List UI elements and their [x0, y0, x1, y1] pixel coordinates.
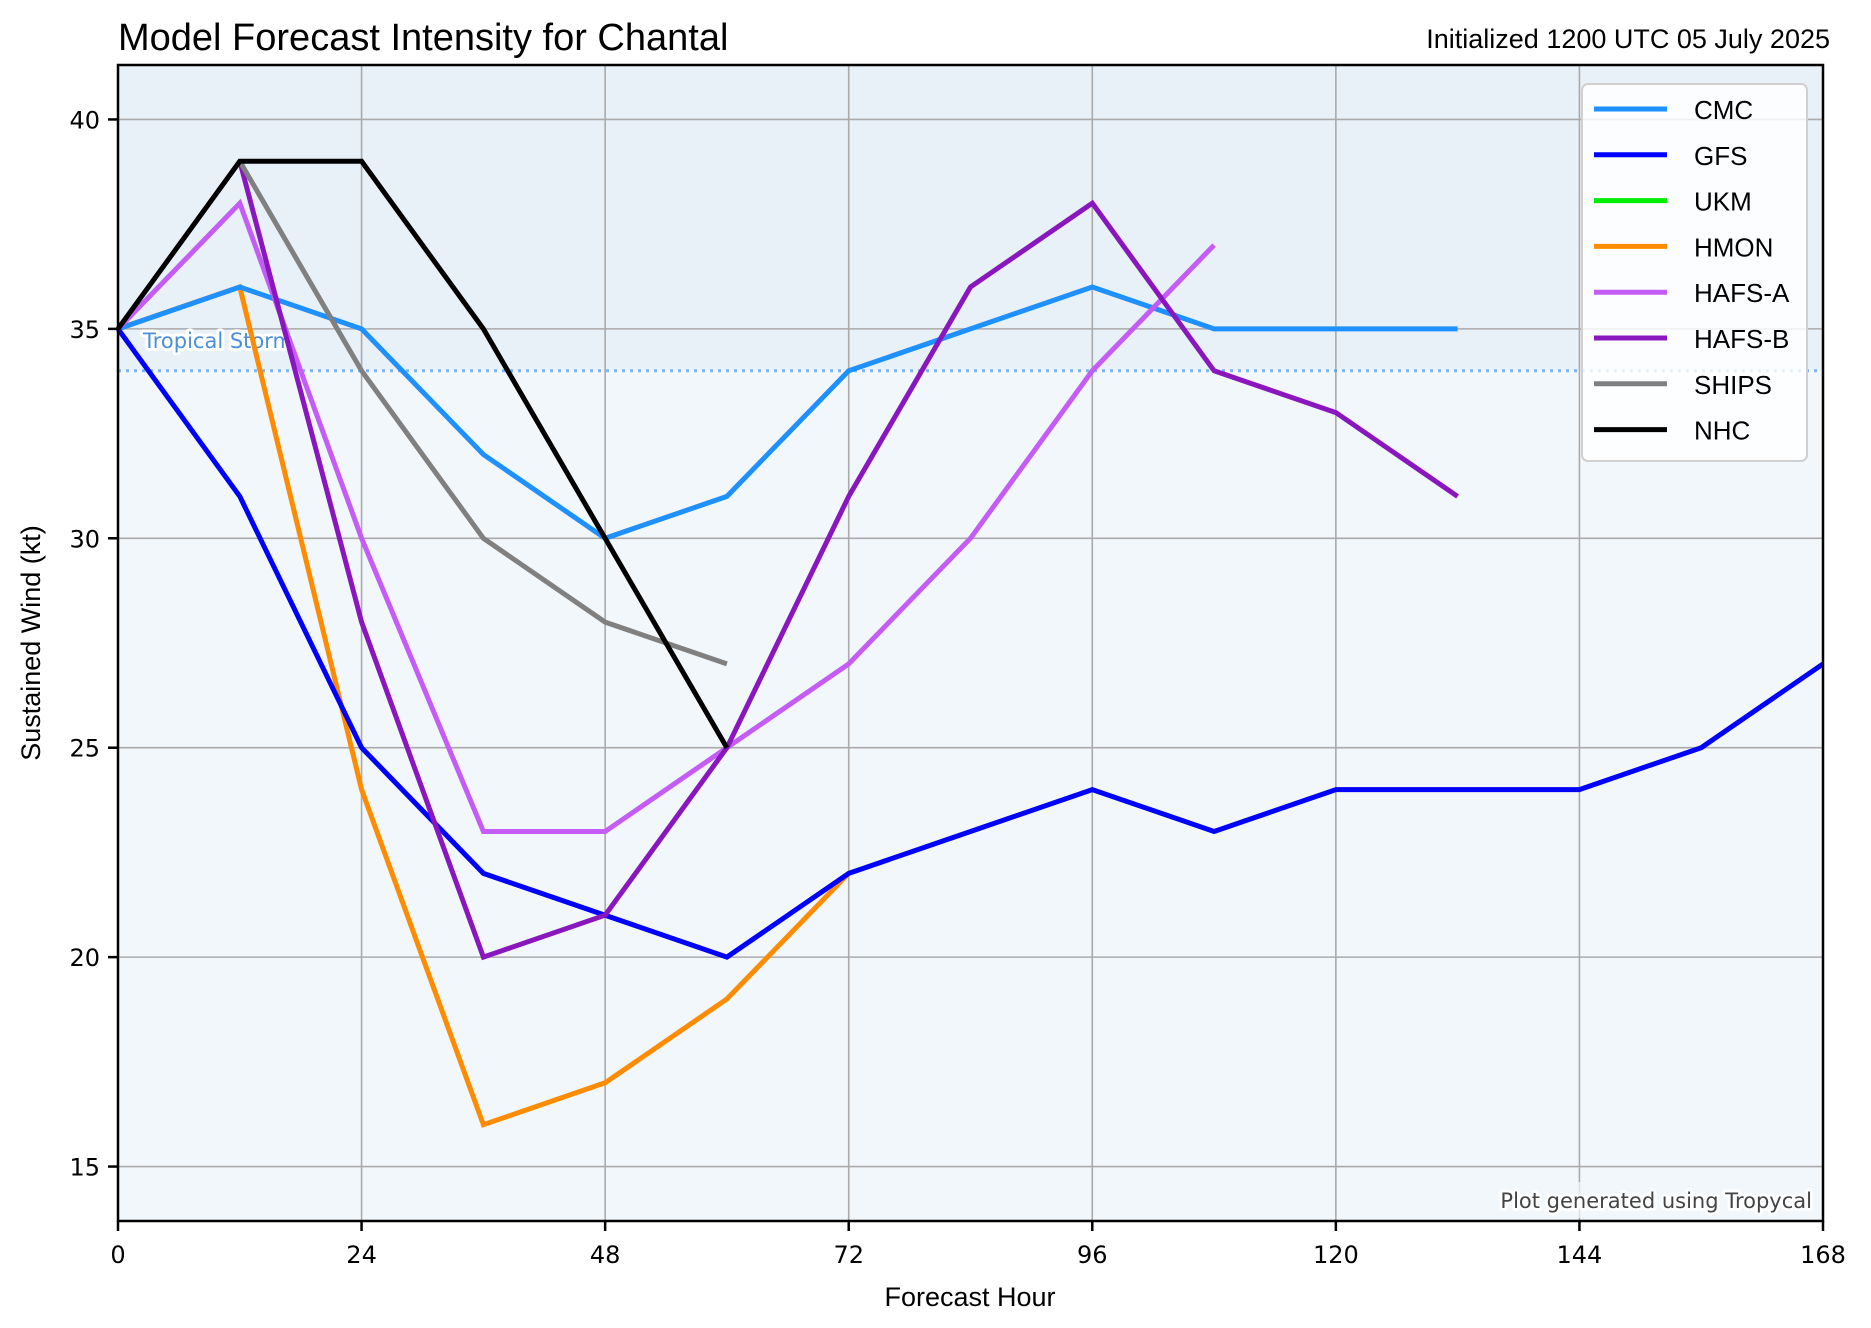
legend-item-nhc: NHC	[1594, 416, 1750, 446]
x-tick-label: 120	[1313, 1241, 1359, 1269]
x-axis-label: Forecast Hour	[884, 1282, 1055, 1312]
legend-item-cmc: CMC	[1594, 95, 1753, 125]
y-tick-label: 25	[69, 735, 100, 763]
x-tick-label: 168	[1800, 1241, 1846, 1269]
legend-label: HMON	[1694, 232, 1773, 262]
x-tick-label: 0	[110, 1241, 125, 1269]
credit-background	[1460, 1182, 1820, 1218]
credit-annotation: Plot generated using Tropycal	[1500, 1189, 1812, 1213]
legend-label: UKM	[1694, 187, 1752, 217]
legend-label: CMC	[1694, 95, 1753, 125]
legend-item-gfs: GFS	[1594, 141, 1747, 171]
legend-label: GFS	[1694, 141, 1747, 171]
y-tick-label: 30	[69, 525, 100, 553]
x-axis-ticks: 0 24 48 72 96 120 144 168	[110, 1221, 1846, 1269]
legend-label: HAFS-B	[1694, 324, 1789, 354]
legend-box	[1581, 83, 1808, 462]
y-tick-label: 40	[69, 106, 100, 134]
legend-item-hafs-b: HAFS-B	[1594, 324, 1789, 354]
legend-item-ukm: UKM	[1594, 187, 1752, 217]
y-tick-label: 20	[69, 944, 100, 972]
chart-title: Model Forecast Intensity for Chantal	[118, 17, 728, 59]
y-axis-ticks: 15 20 25 30 35 40	[69, 106, 118, 1182]
series-lines	[115, 158, 1825, 1128]
plot-background	[118, 65, 1823, 1221]
y-axis-label: Sustained Wind (kt)	[16, 525, 46, 761]
legend-label: NHC	[1694, 416, 1750, 446]
axes-frame	[116, 63, 1825, 1223]
x-tick-label: 24	[346, 1241, 377, 1269]
series-line-nhc	[115, 158, 730, 749]
legend-label: HAFS-A	[1694, 278, 1790, 308]
chart-subtitle: Initialized 1200 UTC 05 July 2025	[1426, 24, 1830, 54]
tropical-storm-label: Tropical Storm	[142, 329, 293, 353]
axes	[116, 63, 1825, 1223]
series-line-hafs-a	[116, 198, 1216, 834]
shade-below-threshold	[118, 370, 1823, 1221]
series-line-cmc	[117, 284, 1458, 542]
series-line-gfs	[115, 327, 1825, 960]
legend-item-hafs-a: HAFS-A	[1594, 278, 1790, 308]
x-tick-label: 144	[1557, 1241, 1603, 1269]
x-tick-label: 72	[833, 1241, 864, 1269]
credit-box: Plot generated using Tropycal	[1460, 1182, 1820, 1218]
legend-item-ships: SHIPS	[1594, 370, 1772, 400]
y-tick-label: 35	[69, 316, 100, 344]
series-line-ships	[237, 160, 728, 667]
shade-tropical-storm	[118, 65, 1823, 371]
x-tick-label: 48	[590, 1241, 621, 1269]
x-tick-label: 96	[1077, 1241, 1108, 1269]
legend-item-hmon: HMON	[1594, 232, 1773, 262]
series-line-hafs-b	[237, 160, 1460, 961]
tropical-storm-threshold: Tropical Storm	[118, 326, 1823, 373]
y-tick-label: 15	[69, 1154, 100, 1182]
legend: CMC GFS UKM HMON HAFS-A HAFS-B SHIPS NHC	[1581, 83, 1808, 462]
legend-label: SHIPS	[1694, 370, 1772, 400]
